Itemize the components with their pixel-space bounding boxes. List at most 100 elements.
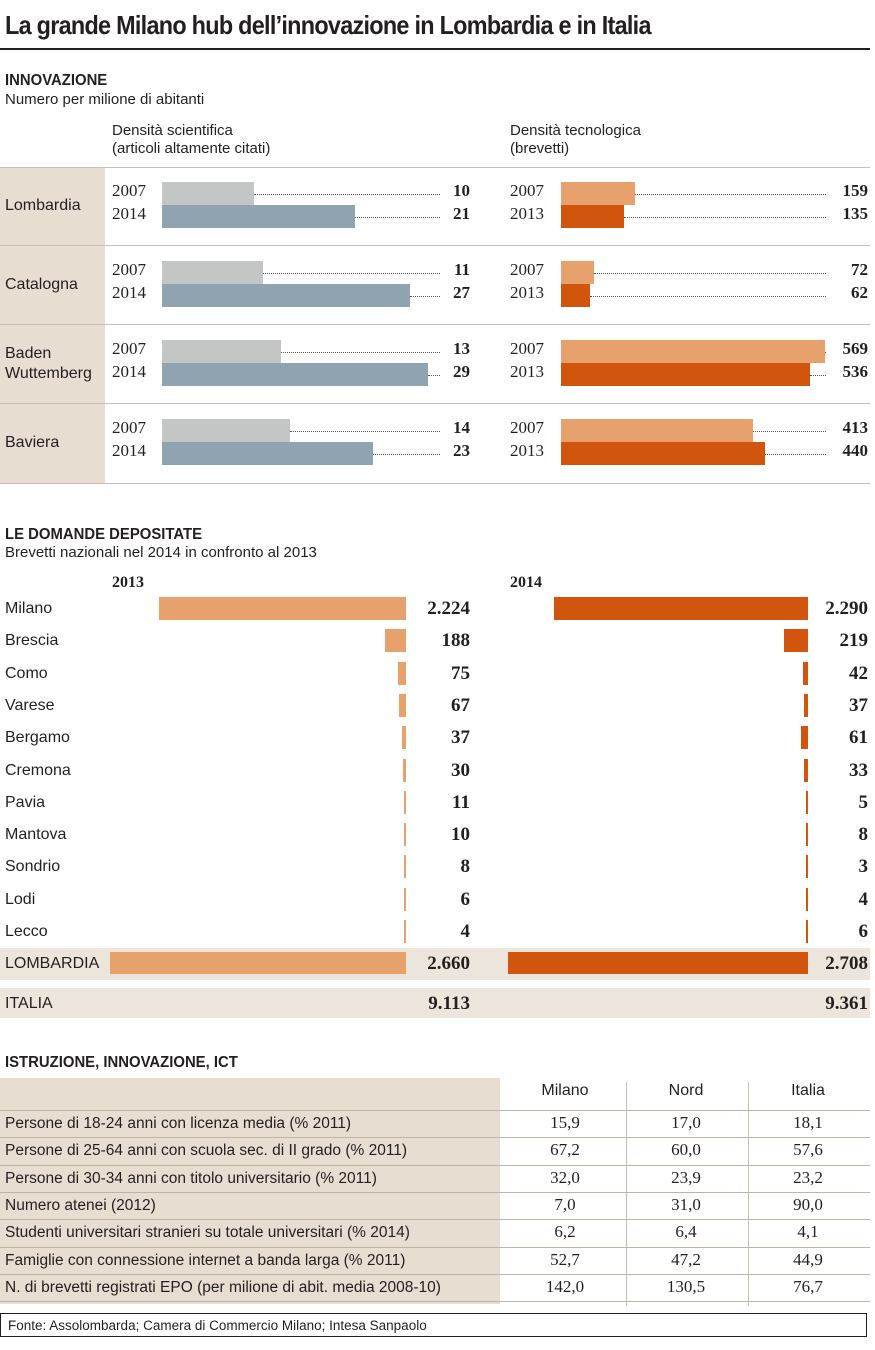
value-2014: 219 xyxy=(839,630,869,652)
year-label: 2007 xyxy=(510,181,544,200)
region-name: Catalogna xyxy=(5,275,78,295)
leader-dots xyxy=(623,217,826,218)
value-tec: 159 xyxy=(842,181,869,200)
bar-2014 xyxy=(806,790,808,814)
bar-2014 xyxy=(801,726,808,750)
value-sci: 27 xyxy=(453,283,470,302)
region-label-bg xyxy=(0,325,105,404)
city-label: Sondrio xyxy=(5,858,61,876)
value-2014: 37 xyxy=(849,694,868,716)
year-label: 2007 xyxy=(112,339,146,358)
table-row-line xyxy=(0,1164,870,1166)
bar-sci xyxy=(162,284,410,307)
year-label: 2013 xyxy=(510,283,544,302)
table-cell: 23,9 xyxy=(671,1167,701,1187)
table-cell: 67,2 xyxy=(550,1140,580,1160)
value-tec: 440 xyxy=(842,441,869,460)
table-row-line xyxy=(0,1137,870,1139)
city-label: Cremona xyxy=(5,761,71,779)
table-row-label: N. di brevetti registrati EPO (per milio… xyxy=(5,1278,441,1296)
leader-dots xyxy=(765,454,826,455)
table-cell: 15,9 xyxy=(550,1113,580,1132)
table-cell: 90,0 xyxy=(793,1194,823,1214)
table-row-line xyxy=(0,1110,870,1111)
lombardia-value-2014: 2.708 xyxy=(825,953,868,974)
value-2013: 37 xyxy=(451,727,470,749)
year-label: 2007 xyxy=(510,339,544,358)
city-label: Bergamo xyxy=(5,729,70,747)
year-label: 2013 xyxy=(510,441,544,460)
region-name-line2: Wuttemberg xyxy=(5,365,92,382)
row-separator xyxy=(0,167,870,168)
value-2014: 8 xyxy=(858,824,869,846)
year-label: 2007 xyxy=(510,260,544,279)
row-separator xyxy=(0,403,870,404)
value-2014: 2.290 xyxy=(825,598,868,619)
bar-sci xyxy=(162,442,373,465)
value-2013: 2.224 xyxy=(427,598,470,619)
leader-dots xyxy=(809,375,826,376)
col-sci-line1: Densità scientifica xyxy=(112,122,233,139)
col-nord: Nord xyxy=(668,1082,704,1099)
col-sci-header: Densità scientifica (articoli altamente … xyxy=(112,122,270,158)
italia-total-label: ITALIA xyxy=(5,995,53,1012)
value-2014: 3 xyxy=(858,856,869,878)
bar-2014 xyxy=(806,887,808,911)
bar-sci xyxy=(162,340,282,363)
row-separator xyxy=(0,245,870,246)
value-2014: 5 xyxy=(858,791,869,813)
year-label: 2013 xyxy=(510,362,544,381)
table-row-label: Persone di 18-24 anni con licenza media … xyxy=(5,1115,352,1132)
value-2014: 33 xyxy=(849,759,868,781)
table-cell: 18,1 xyxy=(793,1113,823,1132)
table-cell: 17,0 xyxy=(671,1113,701,1132)
city-label: Varese xyxy=(5,696,55,714)
leader-dots xyxy=(290,431,440,432)
table-cell: 76,7 xyxy=(793,1276,823,1296)
year-label: 2014 xyxy=(112,441,146,460)
bar-2014 xyxy=(783,629,808,653)
domande-col-2014: 2014 xyxy=(510,574,542,591)
value-2013: 6 xyxy=(460,888,471,910)
value-tec: 536 xyxy=(842,362,869,381)
value-tec: 569 xyxy=(842,339,869,358)
value-2014: 6 xyxy=(858,921,869,942)
source-note: Fonte: Assolombarda; Camera di Commercio… xyxy=(0,1313,867,1337)
table-cell: 6,2 xyxy=(554,1222,576,1242)
value-2013: 188 xyxy=(441,630,471,652)
year-label: 2007 xyxy=(112,260,146,279)
table-divider-2 xyxy=(748,1082,749,1306)
table-row-line xyxy=(0,1246,870,1248)
city-label: Pavia xyxy=(5,793,46,811)
domande-col-2013: 2013 xyxy=(112,574,144,591)
italia-value-2013: 9.113 xyxy=(428,993,470,1014)
bar-tec xyxy=(561,205,624,228)
value-tec: 72 xyxy=(851,260,868,279)
italia-total-row xyxy=(0,988,870,1018)
table-divider-1 xyxy=(626,1082,627,1306)
value-sci: 21 xyxy=(453,204,470,223)
bar-2013 xyxy=(404,920,406,943)
lombardia-bar-2014 xyxy=(508,952,808,974)
col-milano: Milano xyxy=(541,1082,589,1099)
table-cell: 7,0 xyxy=(554,1194,576,1214)
value-sci: 23 xyxy=(453,441,470,460)
bar-tec xyxy=(561,261,595,284)
city-label: Como xyxy=(5,664,48,682)
leader-dots xyxy=(281,352,440,353)
bar-tec xyxy=(561,363,810,386)
table-cell: 60,0 xyxy=(671,1140,701,1160)
bar-2013 xyxy=(402,758,406,782)
bar-2013 xyxy=(398,693,406,717)
value-sci: 10 xyxy=(453,181,470,200)
bar-2013 xyxy=(401,726,406,750)
value-sci: 14 xyxy=(453,418,470,437)
region-name: Baviera xyxy=(5,433,59,453)
bar-2014 xyxy=(554,597,808,620)
value-tec: 413 xyxy=(842,418,869,437)
innovazione-subheading: Numero per milione di abitanti xyxy=(5,91,205,108)
row-separator xyxy=(0,483,870,484)
leader-dots xyxy=(253,194,440,195)
col-italia: Italia xyxy=(791,1082,825,1099)
value-sci: 13 xyxy=(453,339,470,358)
